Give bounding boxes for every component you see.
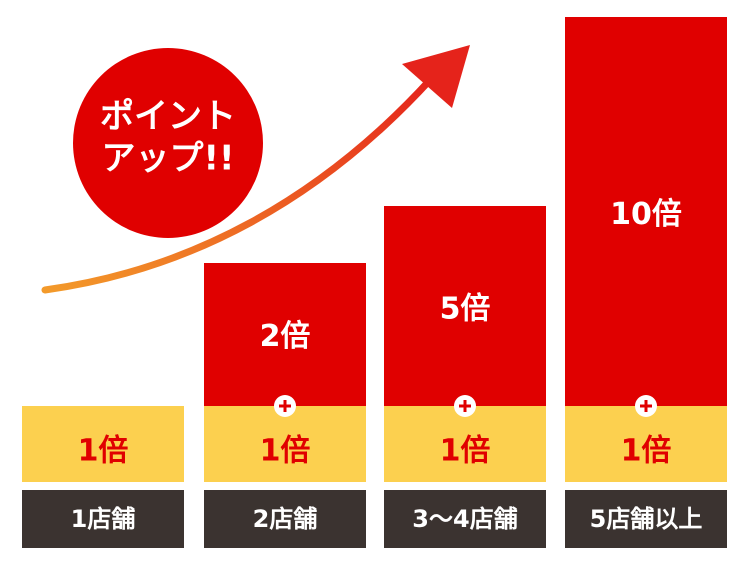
bonus-block xyxy=(565,17,727,406)
base-block xyxy=(204,406,366,482)
base-block xyxy=(384,406,546,482)
label-block xyxy=(384,490,546,548)
label-block xyxy=(565,490,727,548)
base-label: 1倍 xyxy=(440,434,491,469)
column-label: 5店舗以上 xyxy=(590,505,703,533)
base-block xyxy=(22,406,184,482)
arrow-head xyxy=(402,45,470,108)
column-label: 2店舗 xyxy=(253,505,318,533)
arrow-line xyxy=(41,76,434,294)
bonus-block xyxy=(384,206,546,406)
base-label: 1倍 xyxy=(260,434,311,469)
bonus-label: 5倍 xyxy=(440,292,491,327)
bonus-label: 10倍 xyxy=(610,197,682,232)
base-block xyxy=(565,406,727,482)
bonus-label: 2倍 xyxy=(260,319,311,354)
label-block xyxy=(22,490,184,548)
badge-line: ポイント xyxy=(100,97,236,137)
base-label: 1倍 xyxy=(78,434,129,469)
badge-line: アップ!! xyxy=(101,139,234,179)
base-label: 1倍 xyxy=(621,434,672,469)
plus-sign xyxy=(279,400,291,412)
bonus-block xyxy=(204,263,366,406)
plus-sign xyxy=(459,400,471,412)
label-block xyxy=(204,490,366,548)
plus-sign xyxy=(640,400,652,412)
column-label: 1店舗 xyxy=(71,505,136,533)
badge xyxy=(73,48,263,238)
column-label: 3〜4店舗 xyxy=(412,505,517,533)
